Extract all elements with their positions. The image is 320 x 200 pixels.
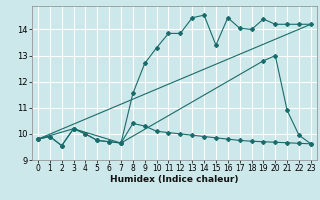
X-axis label: Humidex (Indice chaleur): Humidex (Indice chaleur) xyxy=(110,175,239,184)
